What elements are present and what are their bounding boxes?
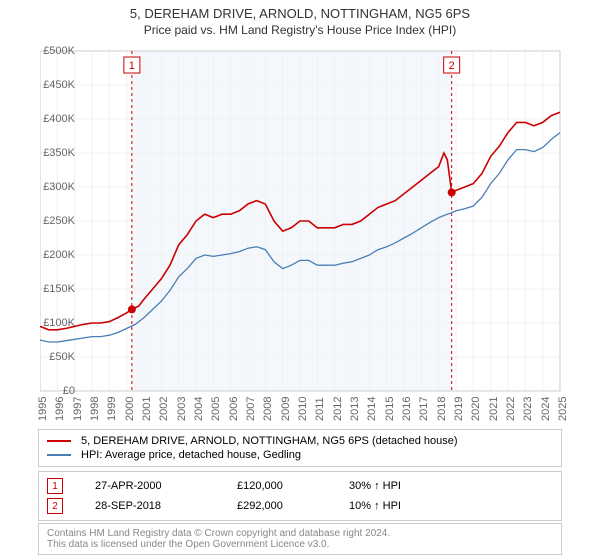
- event-date: 27-APR-2000: [95, 480, 205, 492]
- x-axis-label: 2021: [488, 397, 500, 421]
- event-price: £120,000: [237, 480, 317, 492]
- x-axis-label: 2015: [384, 397, 396, 421]
- x-axis-label: 2002: [158, 397, 170, 421]
- event-hpi: 30% ↑ HPI: [349, 480, 553, 492]
- y-axis-label: £250K: [43, 215, 75, 227]
- x-axis-label: 2000: [124, 397, 136, 421]
- attribution-line1: Contains HM Land Registry data © Crown c…: [47, 528, 553, 539]
- chart-container: 5, DEREHAM DRIVE, ARNOLD, NOTTINGHAM, NG…: [0, 0, 600, 560]
- x-axis-label: 2025: [557, 397, 569, 421]
- x-axis-label: 2018: [436, 397, 448, 421]
- x-axis-label: 2023: [522, 397, 534, 421]
- x-axis-label: 1998: [89, 397, 101, 421]
- event-hpi: 10% ↑ HPI: [349, 500, 553, 512]
- legend-label: HPI: Average price, detached house, Gedl…: [81, 449, 301, 461]
- legend-box: 5, DEREHAM DRIVE, ARNOLD, NOTTINGHAM, NG…: [38, 429, 562, 467]
- x-axis-label: 2003: [176, 397, 188, 421]
- attribution-line2: This data is licensed under the Open Gov…: [47, 539, 553, 550]
- event-row-marker: 2: [47, 498, 63, 514]
- x-axis-label: 2004: [193, 397, 205, 421]
- event-price: £292,000: [237, 500, 317, 512]
- y-axis-label: £400K: [43, 113, 75, 125]
- x-axis-label: 2011: [314, 397, 326, 421]
- x-axis-label: 2024: [540, 397, 552, 421]
- y-axis-label: £100K: [43, 317, 75, 329]
- y-axis-label: £50K: [49, 351, 75, 363]
- legend-swatch: [47, 440, 71, 442]
- x-axis-label: 2013: [349, 397, 361, 421]
- x-axis-label: 2014: [366, 397, 378, 421]
- x-axis-label: 1995: [37, 397, 49, 421]
- legend-label: 5, DEREHAM DRIVE, ARNOLD, NOTTINGHAM, NG…: [81, 435, 458, 447]
- x-axis-label: 2007: [245, 397, 257, 421]
- chart-title: 5, DEREHAM DRIVE, ARNOLD, NOTTINGHAM, NG…: [0, 0, 600, 21]
- x-axis-label: 2022: [505, 397, 517, 421]
- event-row: 1 27-APR-2000 £120,000 30% ↑ HPI: [47, 476, 553, 496]
- x-axis-label: 2019: [453, 397, 465, 421]
- y-axis-label: £0: [63, 385, 75, 397]
- x-axis-label: 2006: [228, 397, 240, 421]
- x-axis-label: 1997: [72, 397, 84, 421]
- y-axis-label: £350K: [43, 147, 75, 159]
- x-axis-label: 2020: [470, 397, 482, 421]
- event-date: 28-SEP-2018: [95, 500, 205, 512]
- y-axis-label: £500K: [43, 45, 75, 57]
- event-marker-number: 1: [129, 60, 135, 72]
- x-axis-label: 2012: [332, 397, 344, 421]
- y-axis-label: £450K: [43, 79, 75, 91]
- x-axis-label: 2008: [262, 397, 274, 421]
- y-axis-label: £200K: [43, 249, 75, 261]
- y-axis-label: £150K: [43, 283, 75, 295]
- event-marker-number: 2: [449, 60, 455, 72]
- chart-svg: 12: [40, 41, 600, 421]
- chart-subtitle: Price paid vs. HM Land Registry's House …: [0, 21, 600, 41]
- legend-item: 5, DEREHAM DRIVE, ARNOLD, NOTTINGHAM, NG…: [47, 434, 553, 448]
- x-axis-label: 1999: [106, 397, 118, 421]
- event-row: 2 28-SEP-2018 £292,000 10% ↑ HPI: [47, 496, 553, 516]
- x-axis-label: 2009: [280, 397, 292, 421]
- attribution-box: Contains HM Land Registry data © Crown c…: [38, 523, 562, 555]
- legend-item: HPI: Average price, detached house, Gedl…: [47, 448, 553, 462]
- x-axis-label: 2010: [297, 397, 309, 421]
- event-row-marker: 1: [47, 478, 63, 494]
- legend-swatch: [47, 454, 71, 456]
- x-axis-label: 2005: [210, 397, 222, 421]
- x-axis-label: 2016: [401, 397, 413, 421]
- x-axis-label: 2017: [418, 397, 430, 421]
- x-axis-label: 2001: [141, 397, 153, 421]
- y-axis-label: £300K: [43, 181, 75, 193]
- events-box: 1 27-APR-2000 £120,000 30% ↑ HPI 2 28-SEP-201…: [38, 471, 562, 521]
- chart-plot-area: 12 £0£50K£100K£150K£200K£250K£300K£350K£…: [40, 41, 600, 421]
- x-axis-label: 1996: [54, 397, 66, 421]
